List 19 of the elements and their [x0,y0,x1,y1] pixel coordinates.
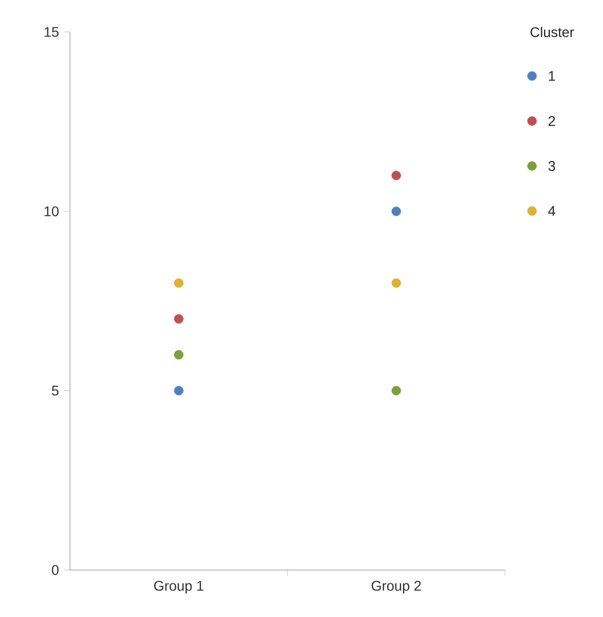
point [174,314,184,324]
legend-label: 2 [548,116,555,126]
legend-label: 4 [548,206,556,216]
point [174,386,184,396]
point [392,278,401,288]
point [392,206,401,216]
point [174,278,184,288]
point [392,386,401,396]
x-tick-label: Group 2 [372,580,421,594]
point [174,350,184,360]
y-tick-label: 0 [52,565,59,575]
y-tick-label: 10 [44,206,59,216]
point [392,170,401,180]
x-tick-label: Group 1 [154,580,204,594]
legend-label: 1 [548,71,555,81]
legend-label: 3 [548,161,556,171]
y-tick-label: 5 [52,386,59,396]
legend-title: Cluster [530,26,574,38]
y-tick-label: 15 [44,27,59,37]
